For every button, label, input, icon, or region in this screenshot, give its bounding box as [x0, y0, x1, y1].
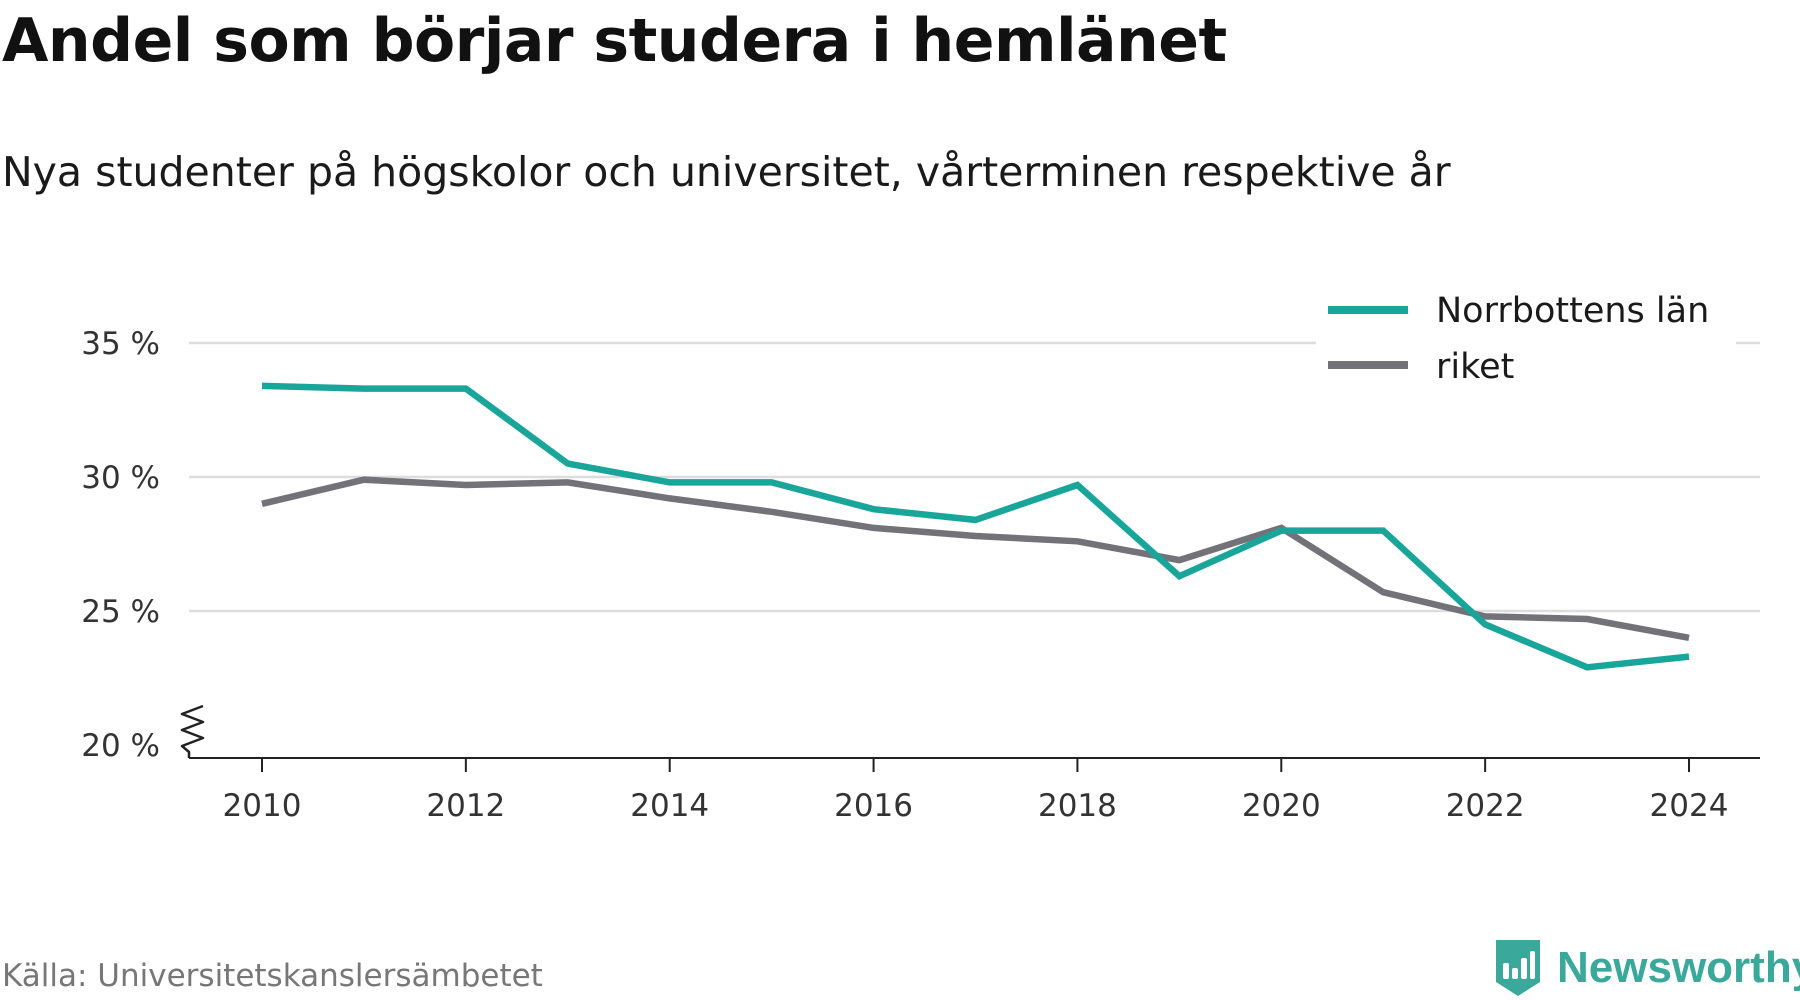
y-tick-label: 30 %	[81, 460, 160, 496]
x-tick-label: 2016	[834, 788, 913, 824]
y-tick-label: 35 %	[81, 326, 160, 362]
series-line-norrbotten	[261, 382, 1690, 671]
y-tick-label: 20 %	[81, 728, 160, 764]
x-tick-label: 2020	[1242, 788, 1321, 824]
newsworthy-bar-chart-icon	[1496, 940, 1540, 996]
legend-label-norrbotten: Norrbottens län	[1436, 291, 1709, 331]
chart-subtitle: Nya studenter på högskolor och universit…	[2, 148, 1451, 196]
y-axis-break-icon	[180, 704, 205, 758]
x-axis	[180, 704, 1760, 759]
legend: Norrbottens län riket	[1316, 280, 1736, 392]
x-tick-label: 2012	[426, 788, 505, 824]
legend-label-riket: riket	[1436, 347, 1514, 387]
x-tick-label: 2014	[630, 788, 709, 824]
legend-background	[1316, 280, 1736, 392]
series-line-riket	[261, 476, 1690, 641]
y-tick-label: 25 %	[81, 594, 160, 630]
series-lines	[261, 382, 1690, 671]
y-axis-tick-labels: 20 % 25 % 30 % 35 %	[81, 326, 160, 764]
chart-title: Andel som börjar studera i hemlänet	[2, 6, 1227, 76]
brand-logo: Newsworthy	[1493, 937, 1800, 999]
x-tick-label: 2024	[1650, 788, 1729, 824]
x-tick-label: 2010	[223, 788, 302, 824]
brand-name: Newsworthy	[1557, 943, 1800, 992]
x-axis-ticks: 2010 2012 2014 2016 2018 2020 2022 2024	[223, 758, 1729, 824]
x-tick-label: 2022	[1446, 788, 1525, 824]
x-tick-label: 2018	[1038, 788, 1117, 824]
line-chart: 20 % 25 % 30 % 35 % 2010 2012 2014 2016 2018 202…	[81, 280, 1760, 824]
source-note: Källa: Universitetskanslersämbetet	[2, 958, 543, 994]
